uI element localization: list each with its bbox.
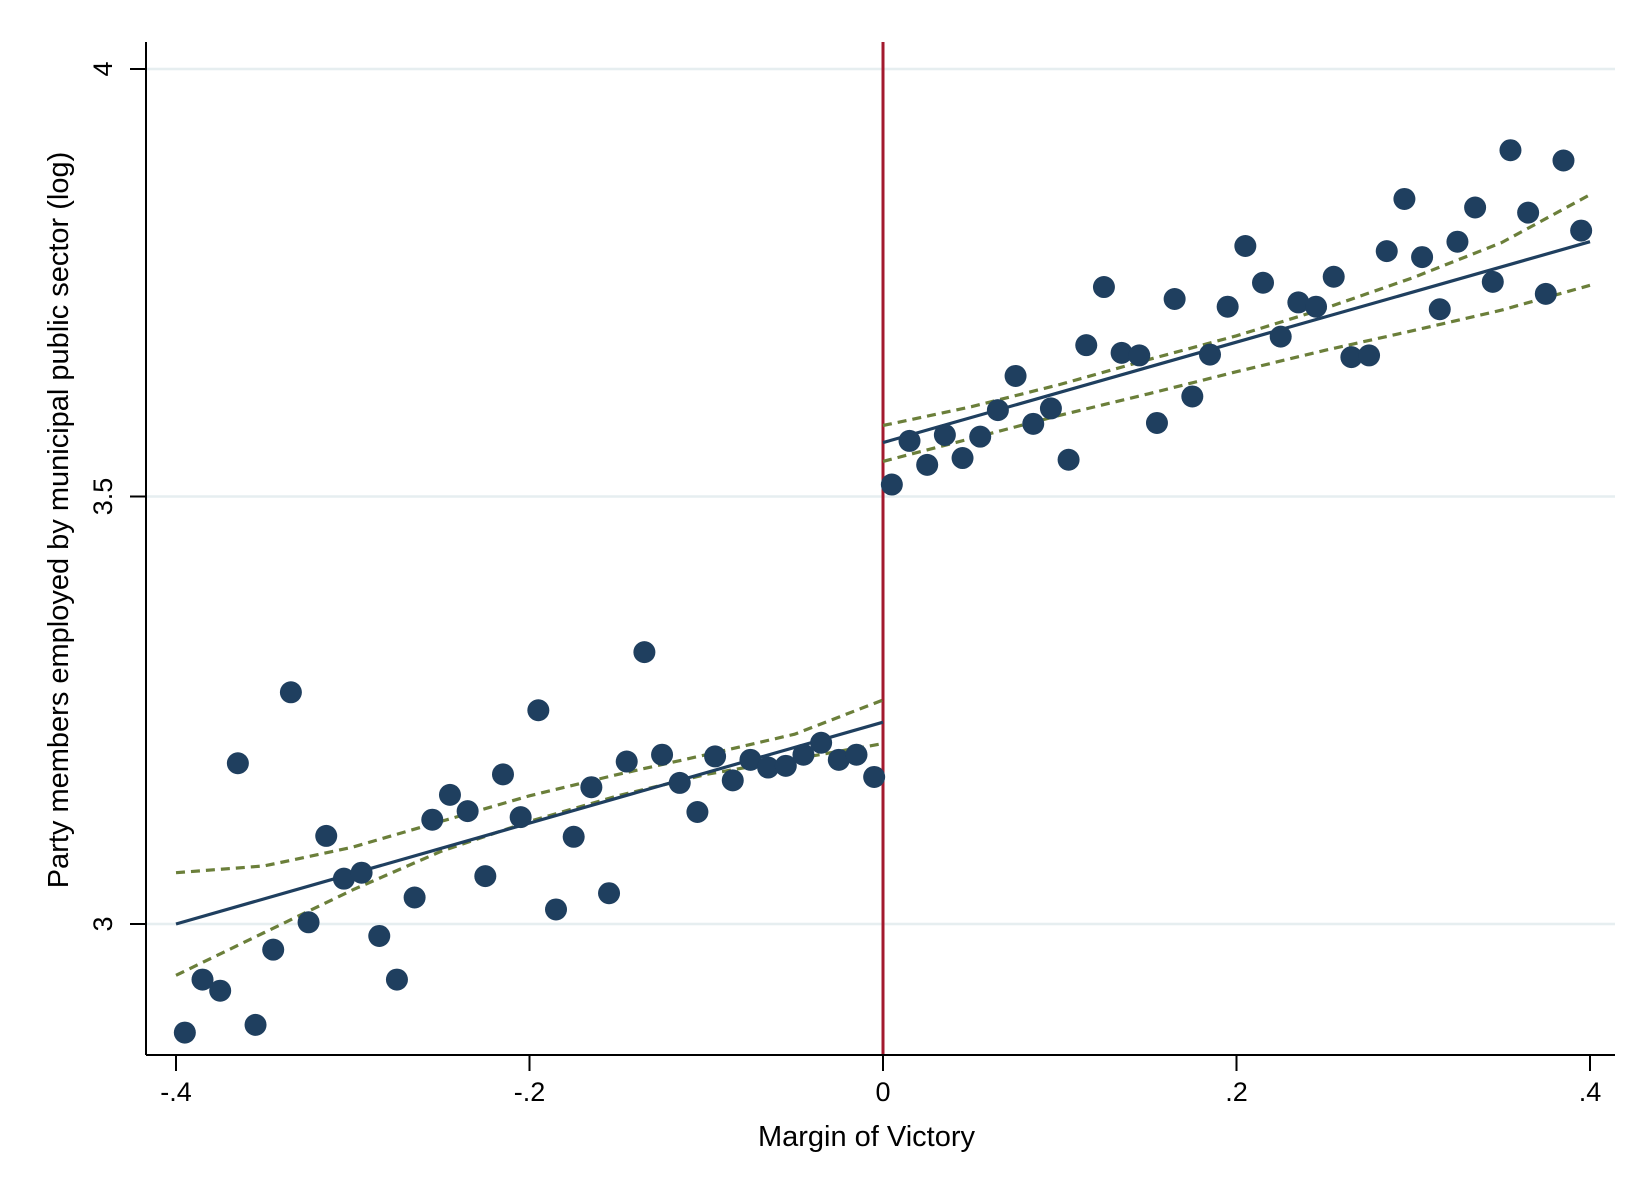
ci-lower-segment-0 — [175, 742, 884, 977]
data-point-68 — [1375, 240, 1398, 263]
data-point-8 — [315, 824, 338, 847]
ci-upper-segment-0 — [175, 698, 884, 875]
data-point-53 — [1110, 341, 1133, 364]
data-point-48 — [1022, 412, 1045, 435]
data-point-76 — [1517, 201, 1540, 224]
data-point-37 — [827, 748, 850, 771]
data-point-50 — [1057, 448, 1080, 471]
data-point-16 — [456, 800, 479, 823]
data-point-23 — [580, 776, 603, 799]
data-point-60 — [1234, 234, 1257, 257]
data-point-58 — [1198, 343, 1221, 366]
data-point-22 — [562, 825, 585, 848]
data-point-62 — [1269, 325, 1292, 348]
x-tick-label-3: .2 — [1225, 1077, 1248, 1107]
data-point-21 — [545, 898, 568, 921]
data-point-14 — [421, 808, 444, 831]
data-point-44 — [951, 447, 974, 470]
data-point-32 — [739, 748, 762, 771]
data-point-3 — [226, 752, 249, 775]
data-point-38 — [845, 743, 868, 766]
data-point-49 — [1039, 397, 1062, 420]
data-point-77 — [1534, 282, 1557, 305]
data-point-27 — [651, 743, 674, 766]
data-point-24 — [598, 882, 621, 905]
data-point-63 — [1287, 291, 1310, 314]
data-point-7 — [297, 911, 320, 934]
data-point-12 — [385, 968, 408, 991]
data-point-47 — [1004, 364, 1027, 387]
data-point-33 — [757, 756, 780, 779]
ci-upper-segment-1 — [882, 193, 1591, 428]
gridlines — [146, 67, 1615, 926]
data-point-1 — [191, 968, 214, 991]
data-point-72 — [1446, 230, 1469, 253]
data-point-25 — [615, 750, 638, 773]
y-axis-title: Party members employed by municipal publ… — [43, 152, 75, 889]
data-point-55 — [1145, 411, 1168, 434]
data-point-9 — [332, 867, 355, 890]
data-point-41 — [898, 429, 921, 452]
data-point-5 — [262, 938, 285, 961]
data-point-26 — [633, 641, 656, 664]
x-tick-label-1: -.2 — [514, 1077, 546, 1107]
data-point-67 — [1358, 344, 1381, 367]
data-point-40 — [880, 473, 903, 496]
data-point-52 — [1092, 276, 1115, 299]
data-point-70 — [1411, 246, 1434, 269]
data-point-4 — [244, 1013, 267, 1036]
data-point-66 — [1340, 346, 1363, 369]
data-point-59 — [1216, 295, 1239, 318]
data-point-35 — [792, 743, 815, 766]
data-point-78 — [1552, 149, 1575, 172]
data-point-56 — [1163, 287, 1186, 310]
data-point-39 — [863, 765, 886, 788]
data-point-20 — [527, 699, 550, 722]
data-point-11 — [368, 924, 391, 947]
data-point-61 — [1252, 271, 1275, 294]
data-point-28 — [668, 771, 691, 794]
data-point-75 — [1499, 139, 1522, 162]
data-point-57 — [1181, 385, 1204, 408]
data-point-34 — [774, 754, 797, 777]
axes: -.4 -.2 0 .2 .4 3 3.5 4 — [88, 42, 1615, 1107]
data-point-54 — [1128, 344, 1151, 367]
data-point-15 — [438, 783, 461, 806]
ci-lower-segment-1 — [882, 283, 1591, 463]
x-tick-label-2: 0 — [875, 1077, 890, 1107]
data-point-43 — [933, 423, 956, 446]
y-tick-label-2: 4 — [88, 61, 118, 76]
data-point-46 — [986, 399, 1009, 422]
data-point-2 — [209, 979, 232, 1002]
data-point-42 — [916, 453, 939, 476]
data-point-79 — [1570, 219, 1593, 242]
data-point-6 — [279, 681, 302, 704]
data-point-31 — [721, 769, 744, 792]
data-point-45 — [969, 425, 992, 448]
data-point-69 — [1393, 187, 1416, 210]
data-point-36 — [810, 731, 833, 754]
data-points — [173, 139, 1593, 1044]
data-point-74 — [1481, 270, 1504, 293]
y-tick-label-0: 3 — [88, 916, 118, 931]
data-point-0 — [173, 1021, 196, 1044]
data-point-64 — [1305, 295, 1328, 318]
data-point-18 — [491, 763, 514, 786]
data-point-29 — [686, 800, 709, 823]
x-tick-label-4: .4 — [1579, 1077, 1602, 1107]
confidence-bands — [175, 193, 1591, 977]
data-point-13 — [403, 886, 426, 909]
data-point-51 — [1075, 334, 1098, 357]
data-point-65 — [1322, 265, 1345, 288]
data-point-19 — [509, 806, 532, 829]
y-tick-label-1: 3.5 — [88, 478, 118, 516]
data-point-17 — [474, 865, 497, 888]
data-point-10 — [350, 861, 373, 884]
data-point-71 — [1428, 298, 1451, 321]
x-tick-label-0: -.4 — [160, 1077, 192, 1107]
data-point-73 — [1464, 196, 1487, 219]
data-point-30 — [704, 745, 727, 768]
x-axis-title: Margin of Victory — [758, 1121, 976, 1153]
